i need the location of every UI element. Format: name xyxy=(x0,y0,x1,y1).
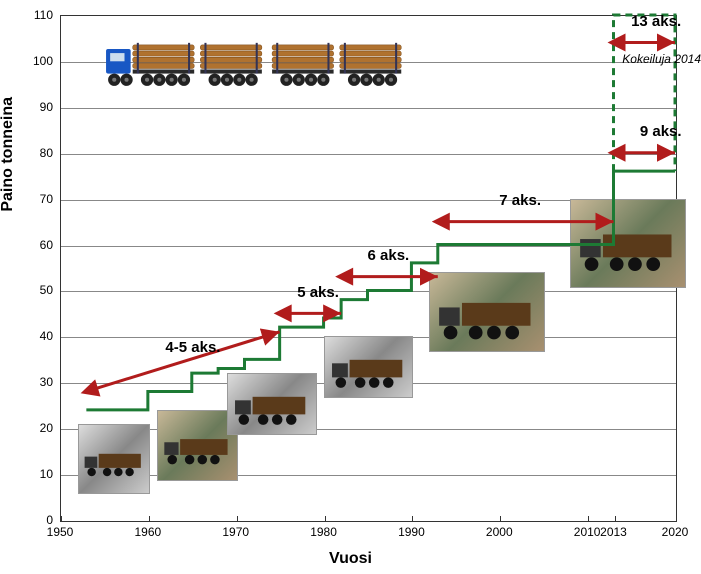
annotation-sub13: Kokeiluja 2014... xyxy=(622,52,701,66)
x-tick-label: 2000 xyxy=(486,525,513,539)
truck-1950s-photo xyxy=(78,424,150,495)
annotation-a7: 7 aks. xyxy=(499,192,541,209)
x-tick-label: 2013 xyxy=(600,525,627,539)
truck-1970a-photo xyxy=(227,373,317,435)
illustration-13-axle-truck xyxy=(104,33,412,93)
x-tick-mark xyxy=(588,516,589,521)
y-tick-label: 70 xyxy=(40,192,53,206)
x-tick-mark xyxy=(149,516,150,521)
y-tick-label: 50 xyxy=(40,283,53,297)
grid-line xyxy=(61,429,676,430)
annotation-a5: 5 aks. xyxy=(297,284,339,301)
x-tick-mark xyxy=(500,516,501,521)
x-tick-label: 2010 xyxy=(574,525,601,539)
x-tick-mark xyxy=(412,516,413,521)
x-tick-mark xyxy=(237,516,238,521)
x-tick-mark xyxy=(676,516,677,521)
x-tick-mark xyxy=(325,516,326,521)
x-tick-label: 1990 xyxy=(398,525,425,539)
truck-2010s-photo xyxy=(570,199,686,288)
annotation-a45: 4-5 aks. xyxy=(165,339,220,356)
y-tick-label: 30 xyxy=(40,375,53,389)
grid-line xyxy=(61,154,676,155)
y-axis-title: Paino tonneina xyxy=(0,97,17,212)
grid-line xyxy=(61,108,676,109)
weight-history-chart: Paino tonneina Vuosi 0102030405060708090… xyxy=(0,0,701,574)
x-tick-mark xyxy=(615,516,616,521)
truck-1970b-photo xyxy=(324,336,414,398)
x-tick-label: 2020 xyxy=(662,525,689,539)
annotation-a9: 9 aks. xyxy=(640,123,682,140)
x-tick-label: 1950 xyxy=(47,525,74,539)
x-tick-mark xyxy=(61,516,62,521)
y-tick-label: 60 xyxy=(40,238,53,252)
grid-line xyxy=(61,291,676,292)
annotation-a6: 6 aks. xyxy=(368,247,410,264)
y-tick-label: 10 xyxy=(40,467,53,481)
y-tick-label: 110 xyxy=(34,8,53,22)
annotation-a13: 13 aks. xyxy=(631,13,681,30)
x-tick-label: 1980 xyxy=(310,525,337,539)
y-tick-label: 90 xyxy=(40,100,53,114)
grid-line xyxy=(61,475,676,476)
y-tick-label: 100 xyxy=(33,54,53,68)
y-tick-label: 80 xyxy=(40,146,53,160)
y-tick-label: 40 xyxy=(40,329,53,343)
truck-1990s-photo xyxy=(429,272,545,352)
truck-1960s-photo xyxy=(157,410,238,481)
x-axis-title: Vuosi xyxy=(329,550,372,568)
y-tick-label: 20 xyxy=(40,421,53,435)
x-tick-label: 1970 xyxy=(222,525,249,539)
x-tick-label: 1960 xyxy=(134,525,161,539)
